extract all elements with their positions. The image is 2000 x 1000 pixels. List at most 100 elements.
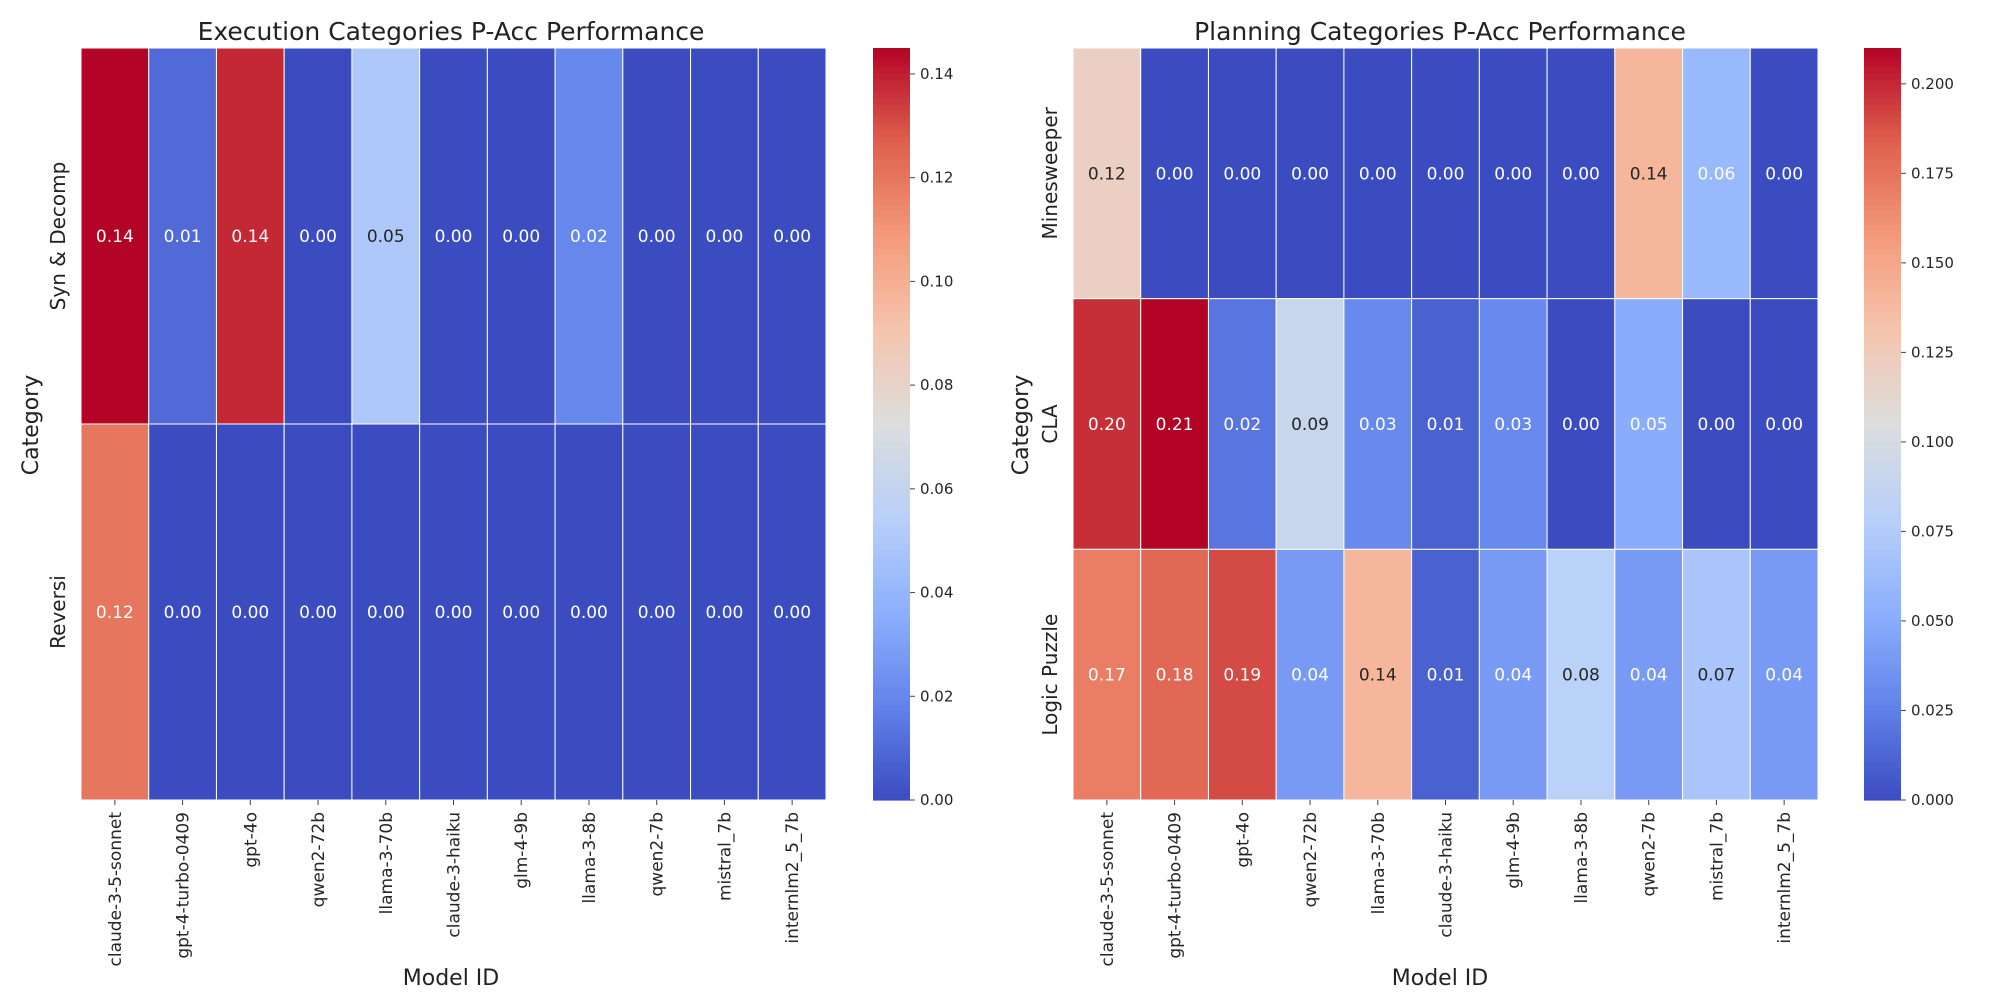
planning-colorbar-segment: [1864, 123, 1901, 131]
planning-colorbar-segment: [1864, 267, 1901, 275]
execution-colorbar-segment: [873, 398, 910, 406]
planning-cell-minesweeper-qwen2-7b: [1614, 47, 1684, 300]
planning-colorbar-segment: [1864, 424, 1901, 431]
planning-colorbar-segment: [1864, 743, 1901, 751]
planning-x-tick-qwen2-7b: qwen2-7b: [1640, 812, 1660, 897]
planning-x-tick-glm-4-9b: glm-4-9b: [1504, 812, 1524, 889]
planning-cell-logic-puzzle-gpt-4o: [1207, 548, 1277, 801]
planning-y-tick-labels: Minesweeper CLA Logic Puzzle: [1038, 106, 1062, 735]
execution-colorbar-segment: [873, 530, 910, 538]
planning-cell-minesweeper-mistral-7b: [1682, 47, 1751, 300]
planning-colorbar-segment: [1864, 505, 1901, 513]
planning-colorbar-segment: [1864, 442, 1901, 450]
planning-colorbar-segment: [1864, 706, 1901, 713]
planning-colorbar-segment: [1864, 98, 1901, 105]
execution-cell-label-reversi-qwen2-72b: 0.00: [299, 603, 337, 623]
execution-colorbar-segment: [873, 286, 910, 293]
execution-colorbar-segment: [873, 417, 910, 425]
planning-cell-label-cla-qwen2-7b: 0.05: [1630, 415, 1668, 435]
planning-colorbar-segment: [1864, 192, 1901, 199]
execution-colorbar-segment: [873, 66, 910, 74]
execution-colorbar-segment: [873, 680, 910, 688]
planning-colorbar-segment: [1864, 279, 1901, 287]
execution-y-tick-reversi: Reversi: [46, 575, 70, 649]
planning-colorbar-tick-label: 0.150: [1911, 254, 1954, 272]
execution-colorbar-segment: [873, 605, 910, 613]
planning-cell-label-cla-llama-3-70b: 0.03: [1359, 415, 1397, 435]
execution-colorbar-segment: [873, 311, 910, 319]
planning-colorbar-segment: [1864, 630, 1901, 638]
execution-colorbar-segment: [873, 505, 910, 513]
planning-colorbar-segment: [1864, 198, 1901, 206]
planning-colorbar-segment: [1864, 210, 1901, 218]
execution-cell-label-syn-decomp-mistral-7b: 0.00: [705, 227, 743, 247]
planning-colorbar-segment: [1864, 380, 1901, 387]
execution-cell-syn-decomp-gpt-4o: [215, 47, 285, 425]
execution-colorbar-segment: [873, 48, 910, 55]
planning-colorbar-segment: [1864, 455, 1901, 463]
planning-cell-label-minesweeper-glm-4-9b: 0.00: [1494, 164, 1532, 184]
execution-cell-syn-decomp-qwen2-72b: [283, 47, 353, 425]
execution-colorbar-tick-label: 0.06: [920, 480, 953, 498]
execution-x-tick-internlm2-5-7b: internlm2_5_7b: [783, 812, 803, 944]
planning-y-axis-label: Category: [1009, 375, 1034, 476]
execution-cell-syn-decomp-internlm2-5-7b: [757, 47, 827, 425]
planning-colorbar-segment: [1864, 185, 1901, 193]
planning-colorbar-segment: [1864, 449, 1901, 456]
execution-colorbar-segment: [873, 492, 910, 500]
execution-colorbar-segment: [873, 712, 910, 720]
planning-colorbar-segment: [1864, 160, 1901, 168]
planning-colorbar-tick-label: 0.075: [1911, 522, 1954, 540]
planning-x-tick-labels: claude-3-5-sonnet gpt-4-turbo-0409 gpt-4o q…: [1098, 800, 1795, 966]
execution-colorbar-segment: [873, 467, 910, 475]
execution-colorbar-segment: [873, 536, 910, 544]
execution-colorbar-segment: [873, 518, 910, 525]
execution-x-tick-llama-3-70b: llama-3-70b: [377, 812, 397, 914]
execution-colorbar-segment: [873, 768, 910, 776]
execution-colorbar-segment: [873, 511, 910, 519]
execution-colorbar-segment: [873, 198, 910, 206]
execution-colorbar-segment: [873, 793, 910, 801]
planning-cell-minesweeper-gpt-4o: [1207, 47, 1277, 300]
execution-colorbar-segment: [873, 204, 910, 212]
planning-cell-minesweeper-internlm2-5-7b: [1749, 47, 1819, 300]
execution-colorbar-segment: [873, 336, 910, 344]
planning-colorbar-segment: [1864, 373, 1901, 381]
execution-cell-label-syn-decomp-claude-3-haiku: 0.00: [435, 227, 473, 247]
execution-colorbar-segment: [873, 612, 910, 619]
planning-colorbar-segment: [1864, 593, 1901, 601]
planning-colorbar-segment: [1864, 154, 1901, 162]
execution-colorbar-segment: [873, 643, 910, 651]
execution-colorbar-segment: [873, 731, 910, 738]
execution-colorbar-segment: [873, 248, 910, 256]
execution-colorbar-segment: [873, 455, 910, 463]
planning-colorbar-segment: [1864, 116, 1901, 124]
planning-colorbar-segment: [1864, 66, 1901, 74]
planning-colorbar-segment: [1864, 586, 1901, 594]
planning-colorbar-segment: [1864, 793, 1901, 801]
planning-colorbar-segment: [1864, 618, 1901, 626]
planning-cell-label-logic-puzzle-internlm2-5-7b: 0.04: [1765, 666, 1803, 686]
planning-colorbar-segment: [1864, 261, 1901, 268]
planning-colorbar-segment: [1864, 304, 1901, 312]
planning-cell-cla-claude-3-5-sonnet: [1072, 298, 1142, 550]
planning-colorbar-segment: [1864, 292, 1901, 300]
planning-x-tick-gpt-4o: gpt-4o: [1233, 812, 1253, 868]
execution-colorbar-segment: [873, 411, 910, 419]
execution-colorbar-segment: [873, 743, 910, 751]
planning-colorbar-segment: [1864, 637, 1901, 644]
planning-colorbar-segment: [1864, 85, 1901, 93]
execution-cell-label-syn-decomp-claude-3-5-sonnet: 0.14: [96, 227, 134, 247]
planning-colorbar-tick-label: 0.100: [1911, 433, 1954, 451]
planning-x-tick-llama-3-70b: llama-3-70b: [1369, 812, 1389, 914]
planning-cell-minesweeper-glm-4-9b: [1478, 47, 1548, 300]
planning-colorbar-segment: [1864, 612, 1901, 619]
execution-colorbar-segment: [873, 79, 910, 87]
planning-colorbar-segment: [1864, 148, 1901, 156]
planning-cell-label-minesweeper-claude-3-haiku: 0.00: [1427, 164, 1465, 184]
planning-colorbar-segment: [1864, 179, 1901, 187]
planning-colorbar-segment: [1864, 367, 1901, 375]
execution-colorbar-segment: [873, 655, 910, 663]
planning-y-tick-logic-puzzle: Logic Puzzle: [1038, 614, 1062, 736]
